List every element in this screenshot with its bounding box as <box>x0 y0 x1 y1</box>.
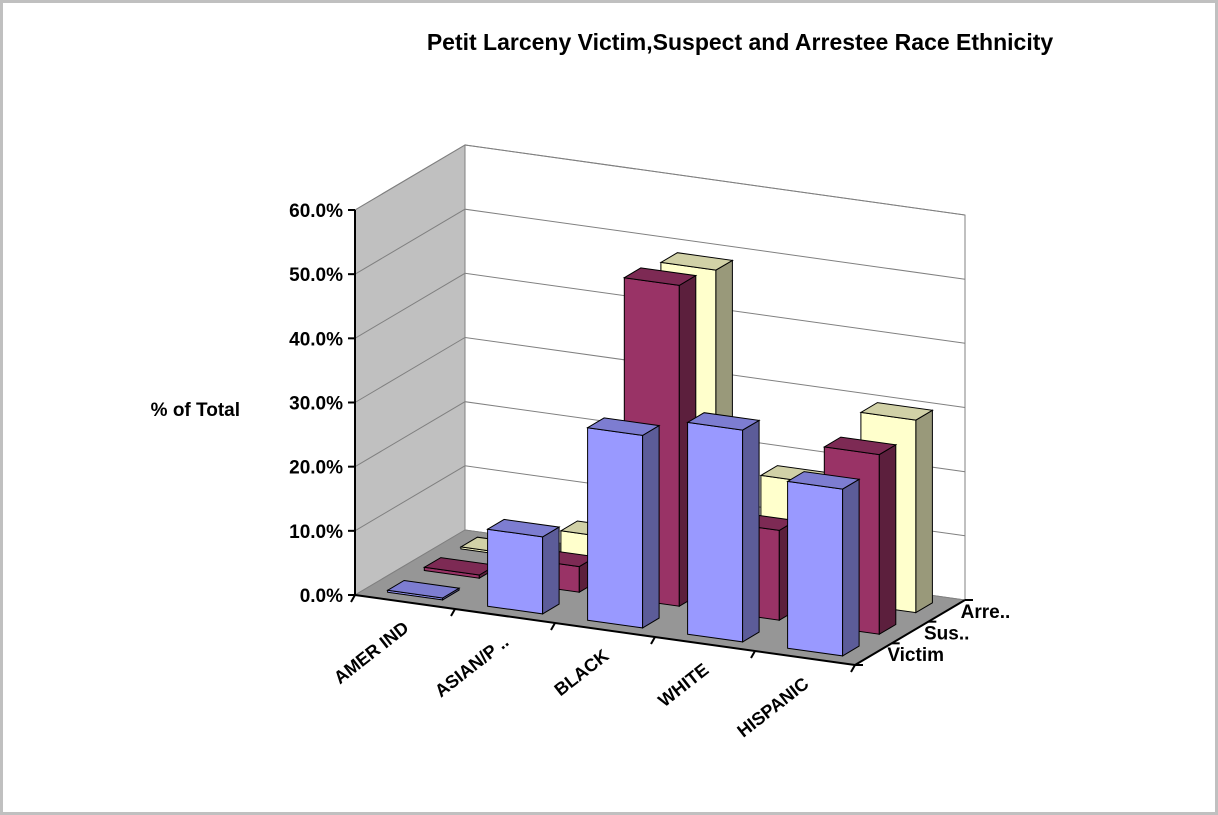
gridline <box>354 144 966 216</box>
gridline <box>354 401 966 473</box>
bar-top <box>822 436 898 456</box>
bar-Victim-HISPANIC <box>786 471 861 657</box>
y-axis-label: % of Total <box>151 400 240 421</box>
depth-axis-line <box>854 599 966 666</box>
x-category-label: AMER IND <box>330 617 412 688</box>
gridline <box>354 208 966 280</box>
y-tick-label: 50.0% <box>289 265 343 286</box>
x-tick <box>450 608 456 617</box>
axes <box>348 209 973 673</box>
bars <box>386 252 934 657</box>
series-label: Victim <box>887 645 944 666</box>
bar-side <box>842 478 860 657</box>
x-tick <box>550 622 556 631</box>
y-tick-label: 30.0% <box>289 394 343 415</box>
x-tick <box>650 636 656 645</box>
y-tick-label: 20.0% <box>289 458 343 479</box>
bar-front <box>787 480 844 657</box>
bar-side <box>742 419 760 643</box>
y-tick-label: 60.0% <box>289 201 343 222</box>
y-tick-label: 0.0% <box>300 586 343 607</box>
x-category-label: BLACK <box>551 645 613 700</box>
bar-side <box>878 443 897 636</box>
bar-front <box>687 421 744 643</box>
x-tick <box>350 594 356 603</box>
bar-top <box>386 579 461 599</box>
bar-top <box>586 417 661 436</box>
bar-front <box>587 427 644 629</box>
bar-Victim-WHITE <box>686 412 761 643</box>
gridline <box>354 272 966 344</box>
bar-side <box>642 424 660 629</box>
y-tick-label: 10.0% <box>289 522 343 543</box>
bar-Victim-AMER IND <box>386 579 461 601</box>
x-category-label: WHITE <box>654 659 712 710</box>
bar-top <box>859 402 934 421</box>
x-category-label: ASIAN/P .. <box>431 631 512 701</box>
bar-top <box>659 252 734 271</box>
bar-side <box>915 409 933 614</box>
bar-front <box>487 528 544 615</box>
bar-top <box>486 518 561 538</box>
bar-Victim-ASIAN/P .. <box>486 518 561 615</box>
x-tick <box>850 664 856 673</box>
x-tick <box>750 650 756 659</box>
bar-top <box>686 412 761 431</box>
chart-title: Petit Larceny Victim,Suspect and Arreste… <box>427 29 1054 55</box>
gridline <box>354 336 966 408</box>
bar-top <box>786 471 861 490</box>
x-category-label: HISPANIC <box>733 673 812 741</box>
bar-Victim-BLACK <box>586 417 661 629</box>
y-tick-label: 40.0% <box>289 329 343 350</box>
bar-side <box>542 526 560 615</box>
series-label: Arre.. <box>961 602 1011 623</box>
bar-top <box>622 267 698 286</box>
x-axis-line <box>354 594 856 666</box>
series-label: Sus.. <box>924 624 969 645</box>
